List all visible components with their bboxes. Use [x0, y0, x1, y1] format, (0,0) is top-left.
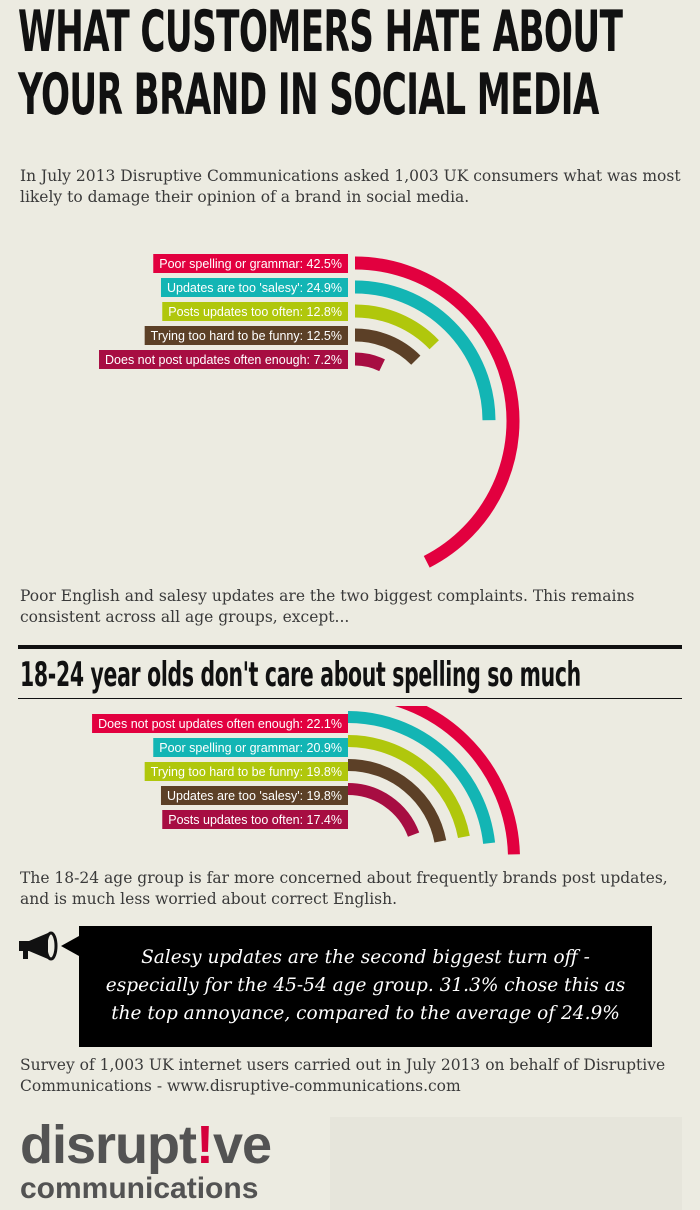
- chart-label-box: [160, 786, 348, 805]
- chart-label: Trying too hard to be funny: 12.5%: [151, 329, 342, 343]
- chart-arc: [347, 759, 447, 843]
- chart-label-box: [144, 762, 348, 781]
- chart-arc: [394, 706, 520, 855]
- chart-label: Updates are too 'salesy': 19.8%: [167, 789, 342, 803]
- chart-label: Does not post updates often enough: 22.1…: [98, 717, 342, 731]
- chart2-caption: The 18-24 age group is far more concerne…: [20, 869, 668, 908]
- chart-label-box: [153, 738, 348, 757]
- company-logo: disrupt!ve communications: [20, 1115, 272, 1205]
- chart-label: Posts updates too often: 12.8%: [168, 305, 342, 319]
- chart-arc: [354, 256, 520, 568]
- chart-label-box: [162, 810, 348, 829]
- divider-thin: [18, 698, 682, 699]
- title-line-1: WHAT CUSTOMERS HATE ABOUT: [18, 0, 623, 65]
- chart-label-box: [144, 326, 348, 345]
- quote-text: Salesy updates are the second biggest tu…: [105, 947, 626, 1024]
- chart1-caption: Poor English and salesy updates are the …: [20, 587, 635, 626]
- chart-arc: [354, 328, 421, 365]
- chart-label: Posts updates too often: 17.4%: [168, 813, 342, 827]
- chart-arc: [347, 783, 420, 837]
- chart-18-24: Does not post updates often enough: 22.1…: [92, 706, 520, 855]
- chart-label: Poor spelling or grammar: 20.9%: [159, 741, 342, 755]
- chart-arc: [354, 352, 385, 372]
- survey-note: Survey of 1,003 UK internet users carrie…: [20, 1056, 666, 1095]
- megaphone-icon: [18, 931, 64, 965]
- divider-thick: [18, 645, 682, 649]
- chart-label-box: [162, 302, 348, 321]
- page-title: WHAT CUSTOMERS HATE ABOUT YOUR BRAND IN …: [18, 2, 623, 128]
- title-line-2: YOUR BRAND IN SOCIAL MEDIA: [18, 62, 599, 128]
- chart-label-box: [153, 254, 348, 273]
- chart-label: Poor spelling or grammar: 42.5%: [159, 257, 342, 271]
- chart-arc: [347, 735, 470, 839]
- chart-overall: Poor spelling or grammar: 42.5% Updates a…: [99, 254, 520, 568]
- chart-label-box: [92, 714, 348, 733]
- chart-label: Trying too hard to be funny: 19.8%: [151, 765, 342, 779]
- footer-shade: [330, 1117, 682, 1210]
- chart-arc: [354, 280, 496, 421]
- section-subtitle: 18-24 year olds don't care about spellin…: [20, 655, 581, 695]
- chart-label-box: [160, 278, 348, 297]
- chart-label: Updates are too 'salesy': 24.9%: [167, 281, 342, 295]
- quote-box: Salesy updates are the second biggest tu…: [61, 926, 652, 1047]
- chart-label: Does not post updates often enough: 7.2%: [105, 353, 342, 367]
- chart-label-box: [99, 350, 348, 369]
- chart-arc: [354, 304, 439, 350]
- intro-text: In July 2013 Disruptive Communications a…: [20, 167, 681, 206]
- chart-arc: [347, 711, 496, 844]
